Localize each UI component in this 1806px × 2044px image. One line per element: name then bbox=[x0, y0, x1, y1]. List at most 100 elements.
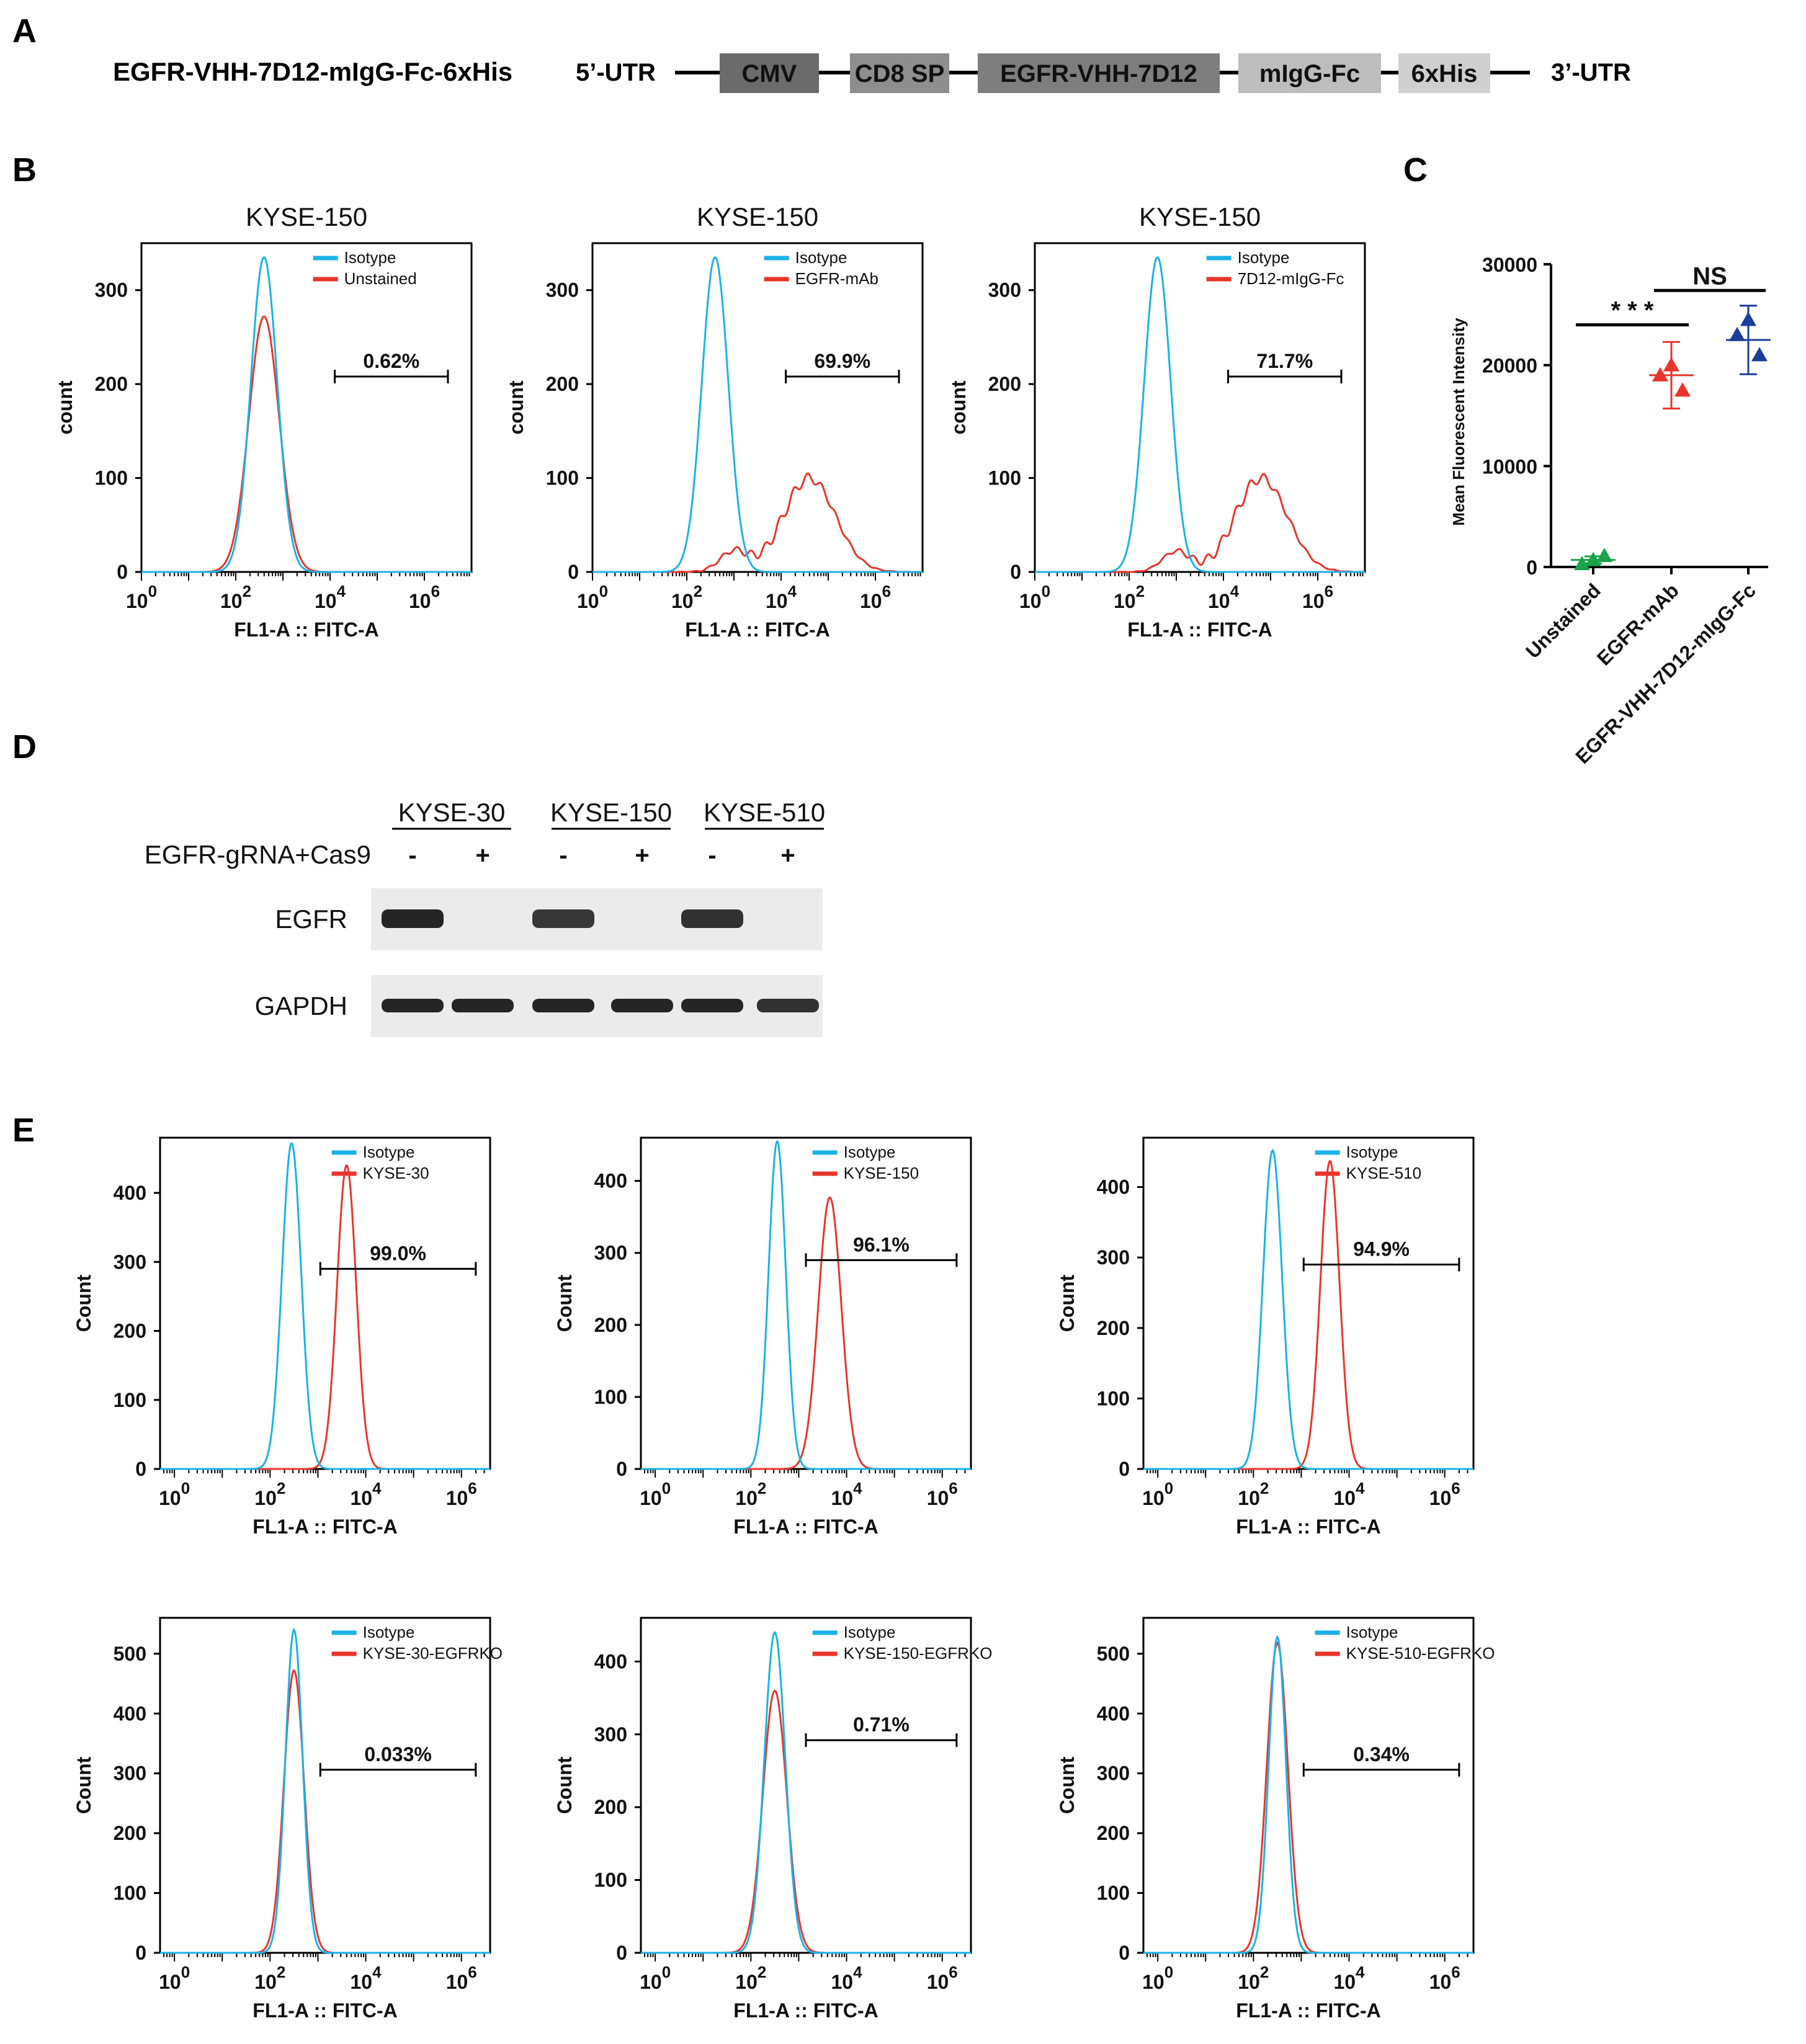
y-tick-label: 300 bbox=[594, 1723, 627, 1746]
y-axis-label: Count bbox=[73, 1756, 95, 1814]
x-axis-label: FL1-A :: FITC-A bbox=[733, 1515, 878, 1538]
data-point bbox=[1740, 311, 1756, 326]
panel-d: D KYSE-30 KYSE-150 KYSE-510 EGFR-gRNA+Cas9 -… bbox=[12, 728, 825, 1037]
y-tick-label: 400 bbox=[114, 1182, 146, 1204]
significance-label: NS bbox=[1692, 262, 1727, 290]
legend-label: KYSE-510 bbox=[1346, 1164, 1421, 1182]
gate-percentage: 0.62% bbox=[363, 350, 419, 372]
legend-label: Unstained bbox=[344, 269, 417, 288]
data-point bbox=[1574, 556, 1590, 571]
x-tick-base: 10 bbox=[159, 1487, 181, 1509]
x-tick-base: 10 bbox=[446, 1971, 468, 1993]
segment-label: EGFR-VHH-7D12 bbox=[1000, 60, 1197, 87]
isotype-curve bbox=[1143, 1635, 1473, 1954]
x-tick-base: 10 bbox=[831, 1487, 854, 1509]
segment-box bbox=[978, 53, 1220, 93]
x-tick-label: 106 bbox=[927, 1963, 958, 1993]
panel-letter-c: C bbox=[1403, 151, 1428, 189]
x-tick-label: 100 bbox=[159, 1963, 190, 1993]
sample-curve bbox=[1143, 1160, 1473, 1470]
data-point bbox=[1663, 357, 1679, 372]
panel-letter-a: A bbox=[12, 12, 37, 50]
y-tick-label: 300 bbox=[95, 279, 128, 301]
y-tick-label: 0 bbox=[1119, 1942, 1130, 1964]
data-point bbox=[1585, 551, 1601, 566]
y-tick-label: 0 bbox=[117, 561, 128, 583]
blot-band bbox=[532, 909, 594, 928]
x-tick-exponent: 4 bbox=[337, 582, 346, 600]
x-tick-label: 102 bbox=[735, 1963, 766, 1993]
x-tick-exponent: 6 bbox=[882, 582, 891, 600]
x-tick-base: 10 bbox=[577, 590, 599, 612]
y-axis-label: Count bbox=[1056, 1274, 1078, 1332]
x-tick-exponent: 6 bbox=[468, 1963, 476, 1981]
gate-percentage: 0.34% bbox=[1353, 1743, 1410, 1765]
x-tick-label: 102 bbox=[220, 582, 251, 612]
legend-label: EGFR-mAb bbox=[795, 269, 878, 288]
x-tick-label: 104 bbox=[766, 582, 797, 612]
x-tick-label: 102 bbox=[254, 1963, 285, 1993]
isotype-curve bbox=[592, 256, 923, 573]
x-tick-exponent: 4 bbox=[372, 1963, 382, 1981]
x-tick-base: 10 bbox=[1302, 590, 1325, 612]
y-tick-label: 400 bbox=[114, 1702, 146, 1725]
y-tick-label: 500 bbox=[1097, 1643, 1130, 1665]
x-tick-base: 10 bbox=[735, 1971, 758, 1993]
x-tick-base: 10 bbox=[927, 1971, 949, 1993]
blot-band bbox=[757, 999, 819, 1012]
x-tick-exponent: 4 bbox=[853, 1479, 862, 1497]
x-category-label: Unstained bbox=[1521, 579, 1605, 663]
x-tick-exponent: 0 bbox=[1042, 582, 1050, 600]
x-axis-label: FL1-A :: FITC-A bbox=[1236, 1515, 1380, 1538]
y-tick-label: 300 bbox=[988, 279, 1021, 301]
legend-label: Isotype bbox=[1346, 1143, 1398, 1161]
plot-frame bbox=[140, 242, 473, 573]
y-tick-label: 0 bbox=[135, 1458, 146, 1480]
plot-frame bbox=[591, 242, 924, 573]
x-tick-base: 10 bbox=[254, 1971, 277, 1993]
x-tick-label: 104 bbox=[315, 582, 346, 612]
panel-letter-e: E bbox=[12, 1112, 35, 1149]
data-point bbox=[1596, 548, 1612, 563]
segment-box bbox=[1398, 53, 1490, 93]
plot-frame bbox=[1142, 1617, 1475, 1954]
segment-label: CMV bbox=[742, 60, 797, 87]
x-tick-label: 102 bbox=[735, 1479, 766, 1509]
treatment-sign: + bbox=[475, 842, 489, 869]
legend-label: Isotype bbox=[344, 248, 396, 267]
blot-band bbox=[681, 999, 743, 1012]
x-tick-base: 10 bbox=[409, 590, 431, 612]
utr5-label: 5’-UTR bbox=[576, 59, 656, 86]
y-tick-label: 0 bbox=[135, 1942, 146, 1964]
x-tick-exponent: 4 bbox=[788, 582, 797, 600]
x-tick-base: 10 bbox=[351, 1487, 373, 1509]
western-blot: KYSE-30 KYSE-150 KYSE-510 EGFR-gRNA+Cas9 - + -… bbox=[145, 798, 825, 1037]
treatment-sign: - bbox=[708, 842, 716, 869]
gate-percentage: 0.033% bbox=[364, 1743, 432, 1765]
legend-label: KYSE-510-EGFRKO bbox=[1346, 1644, 1495, 1662]
x-tick-label: 100 bbox=[159, 1479, 190, 1509]
plot-frame bbox=[1034, 242, 1366, 573]
x-tick-exponent: 2 bbox=[277, 1479, 285, 1497]
y-tick-label: 0 bbox=[568, 561, 579, 583]
x-tick-exponent: 4 bbox=[1356, 1479, 1365, 1497]
y-tick-label: 100 bbox=[988, 467, 1021, 489]
y-tick-label: 10000 bbox=[1482, 455, 1537, 478]
construct-segment: 6xHis bbox=[1398, 53, 1490, 93]
plot-frame bbox=[159, 1617, 491, 1954]
y-axis-label: count bbox=[54, 380, 76, 434]
plot-frame bbox=[640, 1136, 972, 1470]
isotype-curve bbox=[641, 1631, 971, 1954]
x-tick-base: 10 bbox=[446, 1487, 468, 1509]
y-tick-label: 400 bbox=[594, 1650, 627, 1672]
x-tick-exponent: 0 bbox=[148, 582, 157, 600]
x-tick-label: 106 bbox=[446, 1479, 477, 1509]
scatter-mfi: 0 10000 20000 30000 Mean Fluorescent Intensi… bbox=[1449, 254, 1771, 768]
x-tick-base: 10 bbox=[315, 590, 337, 612]
x-tick-exponent: 2 bbox=[1136, 582, 1145, 600]
y-axis-label: Count bbox=[553, 1756, 576, 1814]
